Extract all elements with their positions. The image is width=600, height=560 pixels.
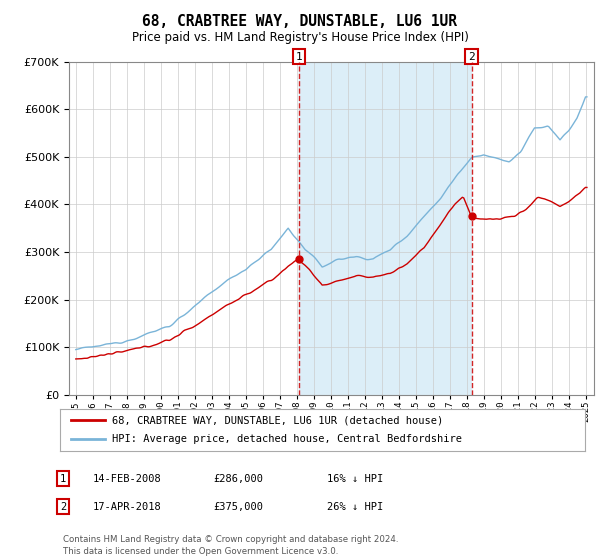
Text: 16% ↓ HPI: 16% ↓ HPI — [327, 474, 383, 484]
Text: 2: 2 — [60, 502, 66, 512]
Text: 1: 1 — [295, 52, 302, 62]
Text: 17-APR-2018: 17-APR-2018 — [93, 502, 162, 512]
Text: 68, CRABTREE WAY, DUNSTABLE, LU6 1UR (detached house): 68, CRABTREE WAY, DUNSTABLE, LU6 1UR (de… — [113, 415, 444, 425]
Text: Price paid vs. HM Land Registry's House Price Index (HPI): Price paid vs. HM Land Registry's House … — [131, 31, 469, 44]
Text: 1: 1 — [60, 474, 66, 484]
Text: 68, CRABTREE WAY, DUNSTABLE, LU6 1UR: 68, CRABTREE WAY, DUNSTABLE, LU6 1UR — [143, 14, 458, 29]
Text: 2: 2 — [468, 52, 475, 62]
Text: This data is licensed under the Open Government Licence v3.0.: This data is licensed under the Open Gov… — [63, 547, 338, 556]
Text: HPI: Average price, detached house, Central Bedfordshire: HPI: Average price, detached house, Cent… — [113, 435, 463, 445]
Bar — [299, 62, 472, 395]
Text: 14-FEB-2008: 14-FEB-2008 — [93, 474, 162, 484]
Text: 26% ↓ HPI: 26% ↓ HPI — [327, 502, 383, 512]
Text: £286,000: £286,000 — [213, 474, 263, 484]
Text: Contains HM Land Registry data © Crown copyright and database right 2024.: Contains HM Land Registry data © Crown c… — [63, 535, 398, 544]
Text: £375,000: £375,000 — [213, 502, 263, 512]
